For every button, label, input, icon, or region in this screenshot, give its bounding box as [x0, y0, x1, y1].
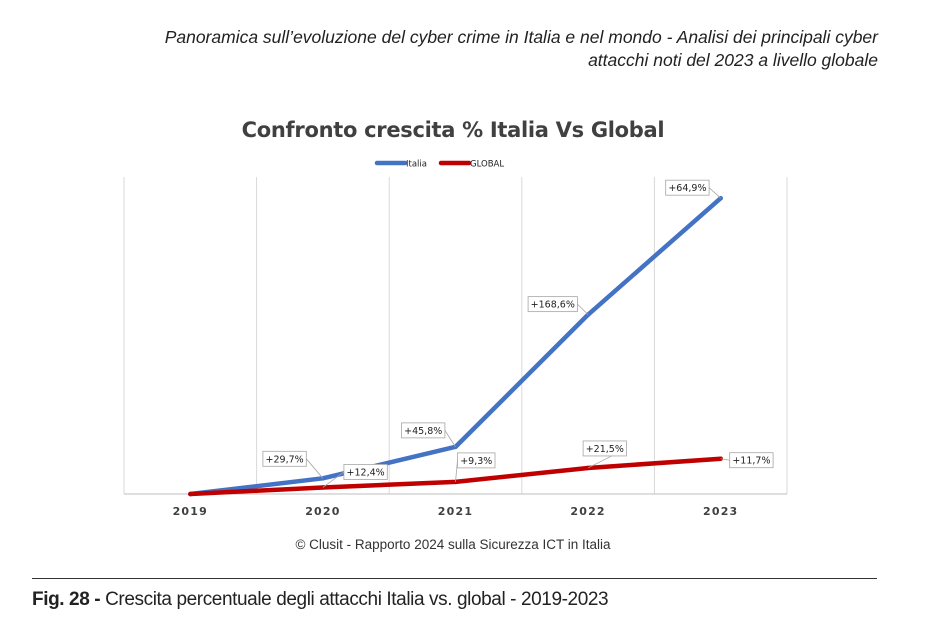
data-label-leader	[444, 430, 456, 448]
x-tick-label: 2023	[703, 505, 738, 518]
data-label-box	[665, 179, 710, 196]
header-line-2: attacchi noti del 2023 a livello globale	[588, 50, 878, 70]
data-label: +168,6%	[531, 300, 575, 311]
data-label-leader	[708, 187, 721, 199]
data-label-box	[401, 422, 446, 439]
data-label-box	[729, 452, 774, 469]
data-label-leader	[720, 458, 730, 461]
data-label: +11,7%	[732, 456, 770, 467]
data-label: +12,4%	[347, 467, 385, 478]
legend-label: Italia	[406, 160, 427, 170]
data-label-box	[527, 296, 578, 313]
data-label: +64,9%	[668, 183, 706, 194]
page-header: Panoramica sull’evoluzione del cyber cri…	[58, 26, 878, 72]
data-label-box	[457, 452, 496, 469]
data-label-leader	[305, 458, 324, 479]
data-label: +45,8%	[404, 426, 442, 437]
x-tick-label: 2020	[305, 505, 340, 518]
data-label-box	[343, 464, 388, 480]
x-tick-label: 2022	[570, 505, 605, 518]
chart-title: Confronto crescita % Italia Vs Global	[241, 118, 665, 142]
data-label-box	[262, 450, 307, 467]
data-point	[188, 491, 193, 497]
header-line-1: Panoramica sull’evoluzione del cyber cri…	[164, 27, 878, 47]
series-line	[188, 195, 723, 497]
data-label-box	[582, 440, 627, 457]
data-label-leader	[322, 471, 345, 488]
data-label: +21,5%	[586, 444, 624, 455]
data-label-leader	[577, 303, 589, 315]
data-label: +9,3%	[460, 456, 492, 467]
figure-caption-text: Crescita percentuale degli attacchi Ital…	[100, 589, 609, 610]
figure-caption: Fig. 28 - Crescita percentuale degli att…	[32, 589, 609, 611]
x-tick-label: 2019	[173, 505, 208, 518]
figure-number: Fig. 28 -	[32, 589, 101, 610]
x-tick-label: 2021	[438, 505, 473, 518]
chart-credit: © Clusit - Rapporto 2024 sulla Sicurezza…	[295, 537, 611, 552]
caption-divider	[32, 578, 877, 579]
legend-label: GLOBAL	[470, 160, 504, 170]
data-label: +29,7%	[266, 454, 304, 465]
